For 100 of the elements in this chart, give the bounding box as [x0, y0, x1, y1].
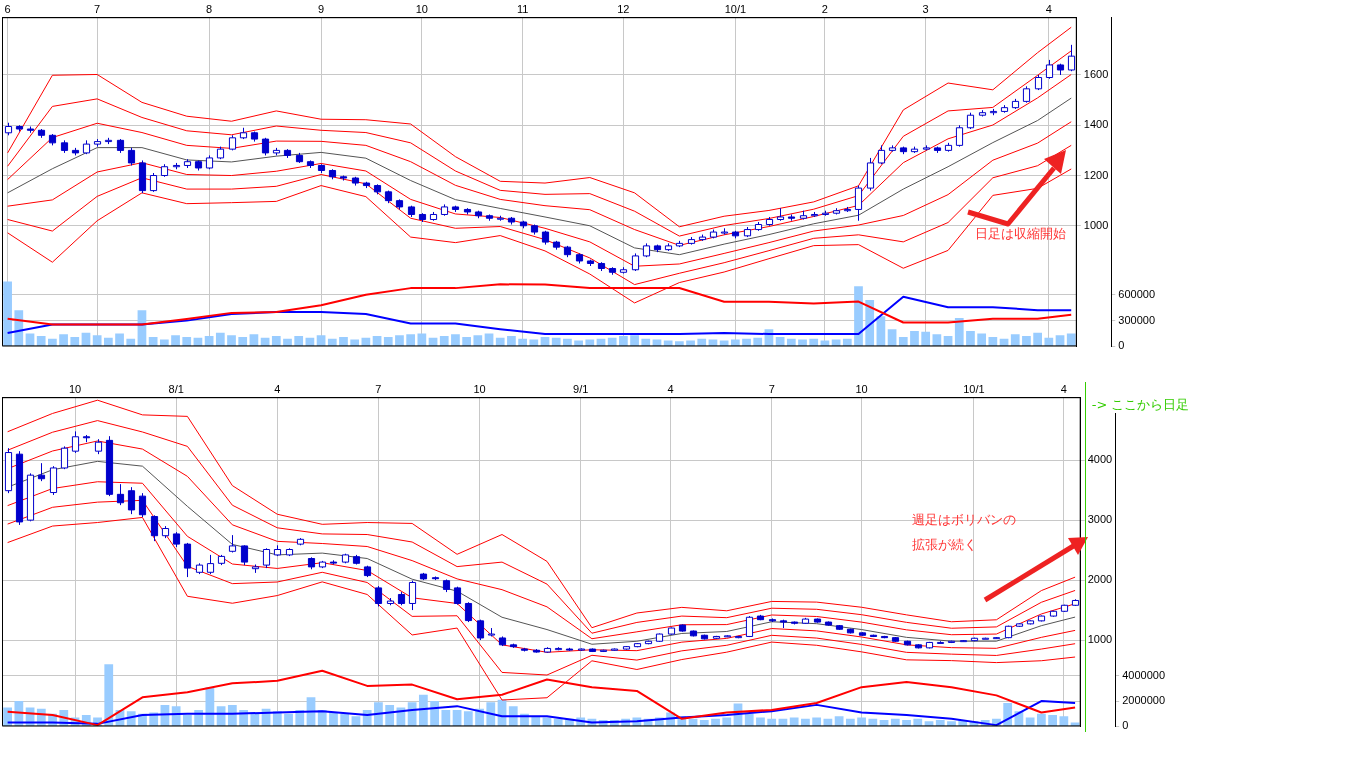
- bar: [451, 334, 460, 346]
- bar: [1037, 713, 1046, 726]
- bar: [473, 335, 483, 346]
- bar: [663, 340, 673, 346]
- y-tick-label: 2000: [1087, 573, 1113, 586]
- y-tick-label: 1600: [1083, 68, 1109, 81]
- annotation: 日足は収縮開始: [975, 226, 1066, 242]
- bar: [59, 334, 68, 346]
- bar: [271, 336, 281, 346]
- bar: [954, 318, 964, 346]
- y2-tick-label: 600000: [1118, 287, 1156, 300]
- bar: [441, 709, 451, 726]
- x-tick-label: 2: [821, 2, 828, 15]
- x-tick-label: 4: [1045, 2, 1052, 15]
- bar: [1059, 716, 1069, 726]
- y2-tick-label: 0: [1122, 719, 1129, 732]
- x-tick-label: 4: [1060, 382, 1067, 395]
- y2-tick-label: 0: [1118, 339, 1125, 352]
- x-tick-label: 10: [68, 382, 82, 395]
- x-tick-label: 10: [415, 2, 428, 15]
- bar: [395, 335, 404, 346]
- bar: [339, 336, 348, 346]
- bar: [834, 716, 844, 726]
- bar: [183, 715, 192, 726]
- y2-tick-label: 300000: [1118, 313, 1156, 326]
- bar: [910, 330, 919, 346]
- bar: [977, 333, 987, 346]
- y2-tick-label: 2000000: [1122, 694, 1165, 707]
- bar: [182, 336, 192, 346]
- x-tick-label: 4: [667, 382, 674, 395]
- annotation: 拡張が続く: [912, 537, 977, 553]
- bar: [104, 664, 114, 726]
- bar: [340, 713, 350, 726]
- y2-tick-label: 4000000: [1122, 668, 1165, 681]
- x-tick-label: 12: [617, 2, 630, 15]
- bar: [1022, 336, 1031, 346]
- bar: [3, 707, 12, 726]
- x-tick-label: 10: [473, 382, 486, 395]
- x-tick-label: 8: [206, 2, 213, 15]
- x-tick-label: 7: [375, 382, 382, 395]
- bar: [507, 336, 516, 346]
- bar: [407, 702, 417, 726]
- bar: [430, 701, 439, 726]
- x-tick-label: 10/1: [724, 2, 747, 15]
- bar: [383, 336, 393, 346]
- bar: [947, 721, 956, 726]
- bar: [898, 336, 908, 346]
- x-tick-label: 9: [318, 2, 325, 15]
- bar: [854, 286, 863, 346]
- bar: [744, 713, 754, 726]
- bar: [227, 335, 236, 346]
- x-tick-label: 7: [94, 2, 101, 15]
- x-tick-label: 4: [274, 382, 281, 395]
- bar: [574, 340, 583, 346]
- x-tick-label: 9/1: [573, 382, 589, 395]
- x-tick-label: 10: [855, 382, 868, 395]
- bar: [115, 333, 124, 346]
- x-tick-label: 3: [922, 2, 929, 15]
- bar: [329, 712, 338, 726]
- bar: [462, 336, 471, 346]
- bar: [966, 330, 975, 346]
- bar: [1048, 715, 1057, 726]
- bar: [70, 336, 80, 346]
- y-tick-label: 1000: [1087, 633, 1113, 646]
- bar: [374, 702, 383, 726]
- bar: [1066, 333, 1076, 346]
- bar: [417, 333, 427, 346]
- bar: [619, 336, 628, 346]
- bar: [3, 281, 12, 346]
- y-tick-label: 1200: [1083, 168, 1109, 181]
- text: -> ここから日足: [1089, 397, 1192, 413]
- bar: [719, 340, 729, 346]
- bar: [486, 702, 496, 726]
- bar: [284, 713, 293, 726]
- x-tick-label: 10/1: [963, 382, 985, 395]
- y-tick-label: 1400: [1083, 118, 1109, 131]
- bar: [205, 687, 215, 726]
- bar: [171, 335, 180, 346]
- bar: [36, 336, 46, 346]
- bar: [238, 336, 248, 346]
- bar: [92, 335, 102, 346]
- bar: [686, 340, 695, 346]
- x-tick-label: 6: [4, 2, 11, 15]
- bar: [463, 711, 473, 726]
- bar: [294, 336, 304, 346]
- bar: [630, 335, 639, 346]
- bar: [215, 332, 225, 346]
- bar: [921, 331, 931, 346]
- y-tick-label: 4000: [1087, 453, 1113, 466]
- bar: [439, 336, 449, 346]
- y-tick-label: 1000: [1083, 218, 1109, 231]
- x-tick-label: 7: [768, 382, 775, 395]
- bar: [148, 336, 158, 346]
- bar: [988, 336, 998, 346]
- y-tick-label: 3000: [1087, 513, 1113, 526]
- bar: [1033, 332, 1042, 346]
- bar: [406, 334, 416, 346]
- x-tick-label: 11: [516, 2, 529, 15]
- x-tick-label: 8/1: [168, 382, 184, 395]
- bar: [1010, 334, 1020, 346]
